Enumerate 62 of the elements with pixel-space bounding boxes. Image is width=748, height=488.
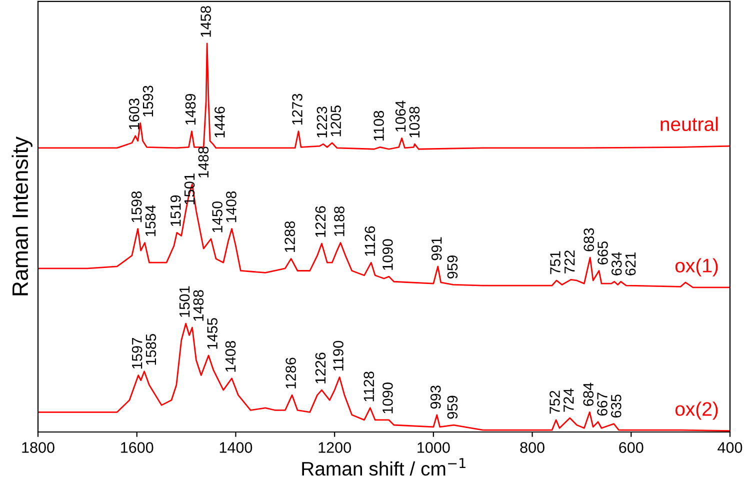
x-tick-label: 400 (718, 442, 742, 453)
annotation: 724 (563, 388, 574, 412)
annotation: 667 (597, 392, 608, 416)
annotation: 1455 (207, 318, 218, 349)
annotation: 1408 (226, 191, 236, 222)
annotation: 722 (564, 250, 575, 274)
annotation: 1064 (395, 100, 406, 132)
annotation: 1603 (128, 98, 140, 130)
annotation: 684 (583, 382, 594, 406)
annotation: 1593 (142, 86, 154, 116)
x-tick-label: 1200 (318, 442, 351, 453)
annotation: 1501 (184, 174, 195, 204)
annotation: 1488 (193, 290, 204, 321)
series-label: neutral (660, 116, 718, 132)
annotation: 1126 (364, 226, 376, 256)
annotation: 683 (584, 228, 594, 252)
annotation: 634 (611, 252, 622, 276)
annotation: 1190 (333, 340, 344, 371)
annotation: 1090 (382, 382, 393, 414)
x-tick-label: 1600 (121, 442, 154, 453)
annotation: 1038 (409, 106, 420, 138)
annotation: 1226 (315, 206, 326, 237)
annotation: 1408 (225, 341, 236, 372)
annotation: 959 (447, 396, 458, 419)
annotation: 1584 (145, 205, 156, 236)
annotation: 1598 (131, 191, 142, 222)
x-tick-label: 1800 (22, 442, 54, 453)
annotation: 1286 (286, 358, 296, 388)
x-tick-label: 600 (619, 442, 644, 453)
annotation: 1488 (198, 146, 209, 178)
annotation: 993 (430, 386, 441, 409)
annotation: 1288 (284, 221, 295, 252)
x-axis-title: Raman shift / cm$^{−1}$ (302, 458, 466, 476)
annotation: 1223 (316, 106, 328, 138)
annotation: 1128 (364, 372, 374, 402)
y-axis-title: Raman Intensity (12, 136, 32, 296)
annotation: 1597 (132, 338, 142, 369)
annotation: 1273 (292, 94, 302, 125)
annotation: 1501 (179, 286, 190, 317)
annotation: 665 (598, 241, 608, 264)
annotation: 1450 (212, 201, 222, 232)
annotation: 959 (447, 256, 458, 278)
annotation: 1205 (330, 106, 342, 136)
annotation: 1489 (185, 94, 196, 125)
series-label: ox(1) (675, 258, 718, 276)
annotation: 1458 (200, 6, 211, 37)
annotation: 1519 (170, 195, 181, 226)
annotation: 1188 (334, 206, 344, 236)
annotation: 1090 (382, 239, 393, 270)
series-label: ox(2) (675, 402, 718, 420)
annotation: 751 (550, 251, 560, 274)
annotation: 1585 (146, 334, 156, 365)
x-tick-label: 1000 (418, 442, 450, 453)
annotation: 621 (625, 252, 636, 276)
x-tick-label: 800 (520, 442, 544, 453)
annotation: 1226 (315, 352, 326, 384)
x-tick-label: 1400 (220, 442, 252, 453)
annotation: 1446 (214, 106, 225, 138)
annotation: 1108 (374, 110, 384, 141)
annotation: 991 (431, 237, 442, 260)
annotation: 635 (610, 394, 622, 418)
annotation: 752 (550, 390, 560, 414)
